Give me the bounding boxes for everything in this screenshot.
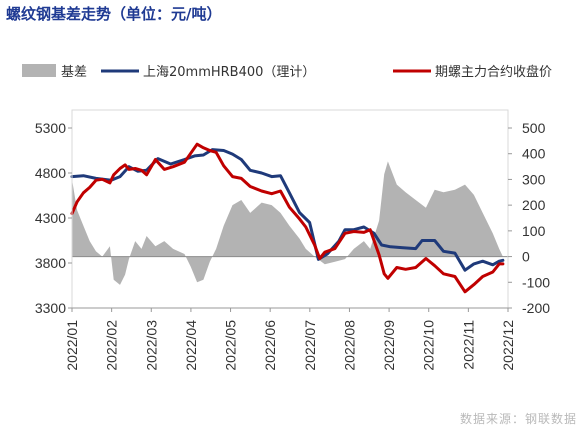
right-tick-label: -200 <box>522 300 550 316</box>
legend-label-1: 上海20mmHRB400（理计） <box>143 65 315 80</box>
left-tick-label: 5300 <box>35 120 66 136</box>
left-tick-label: 3800 <box>35 255 66 271</box>
left-tick-label: 3300 <box>35 300 66 316</box>
x-tick-label: 2022/09 <box>381 320 397 371</box>
x-tick-label: 2022/03 <box>143 320 159 371</box>
right-tick-label: 100 <box>522 223 546 239</box>
legend-swatch-basis <box>22 64 56 77</box>
x-tick-label: 2022/02 <box>104 320 120 371</box>
legend-label-2: 期螺主力合约收盘价 <box>435 64 552 80</box>
right-tick-label: 400 <box>522 146 546 162</box>
left-tick-label: 4800 <box>35 165 66 181</box>
right-tick-label: 200 <box>522 197 546 213</box>
line-layer <box>70 142 505 294</box>
series-line-2 <box>70 142 505 294</box>
x-tick-label: 2022/11 <box>460 320 476 370</box>
right-tick-label: 300 <box>522 171 546 187</box>
area-layer <box>72 161 508 285</box>
x-tick-label: 2022/05 <box>223 320 239 371</box>
right-tick-label: 0 <box>522 249 530 265</box>
x-tick-label: 2022/08 <box>341 320 357 371</box>
x-tick-label: 2022/07 <box>302 320 318 371</box>
x-tick-label: 2022/01 <box>64 320 80 371</box>
chart-title: 螺纹钢基差走势（单位：元/吨） <box>6 5 222 23</box>
x-tick-label: 2022/12 <box>500 320 516 371</box>
left-tick-label: 4300 <box>35 210 66 226</box>
legend: 基差 上海20mmHRB400（理计） 期螺主力合约收盘价 <box>22 64 552 80</box>
x-tick-label: 2022/04 <box>183 320 199 371</box>
x-tick-label: 2022/10 <box>421 320 437 371</box>
right-tick-label: -100 <box>522 274 550 290</box>
legend-label-0: 基差 <box>61 65 87 80</box>
series-area-basis <box>72 161 503 285</box>
x-tick-label: 2022/06 <box>262 320 278 371</box>
axes-layer: 3300 3800 4300 4800 5300 -200 -100 0 100 200 300 40… <box>35 109 550 371</box>
right-tick-label: 500 <box>522 120 546 136</box>
source-note: 数据来源：钢联数据 <box>459 412 577 426</box>
